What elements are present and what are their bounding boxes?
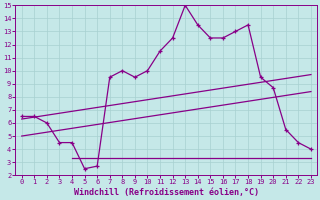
X-axis label: Windchill (Refroidissement éolien,°C): Windchill (Refroidissement éolien,°C): [74, 188, 259, 197]
